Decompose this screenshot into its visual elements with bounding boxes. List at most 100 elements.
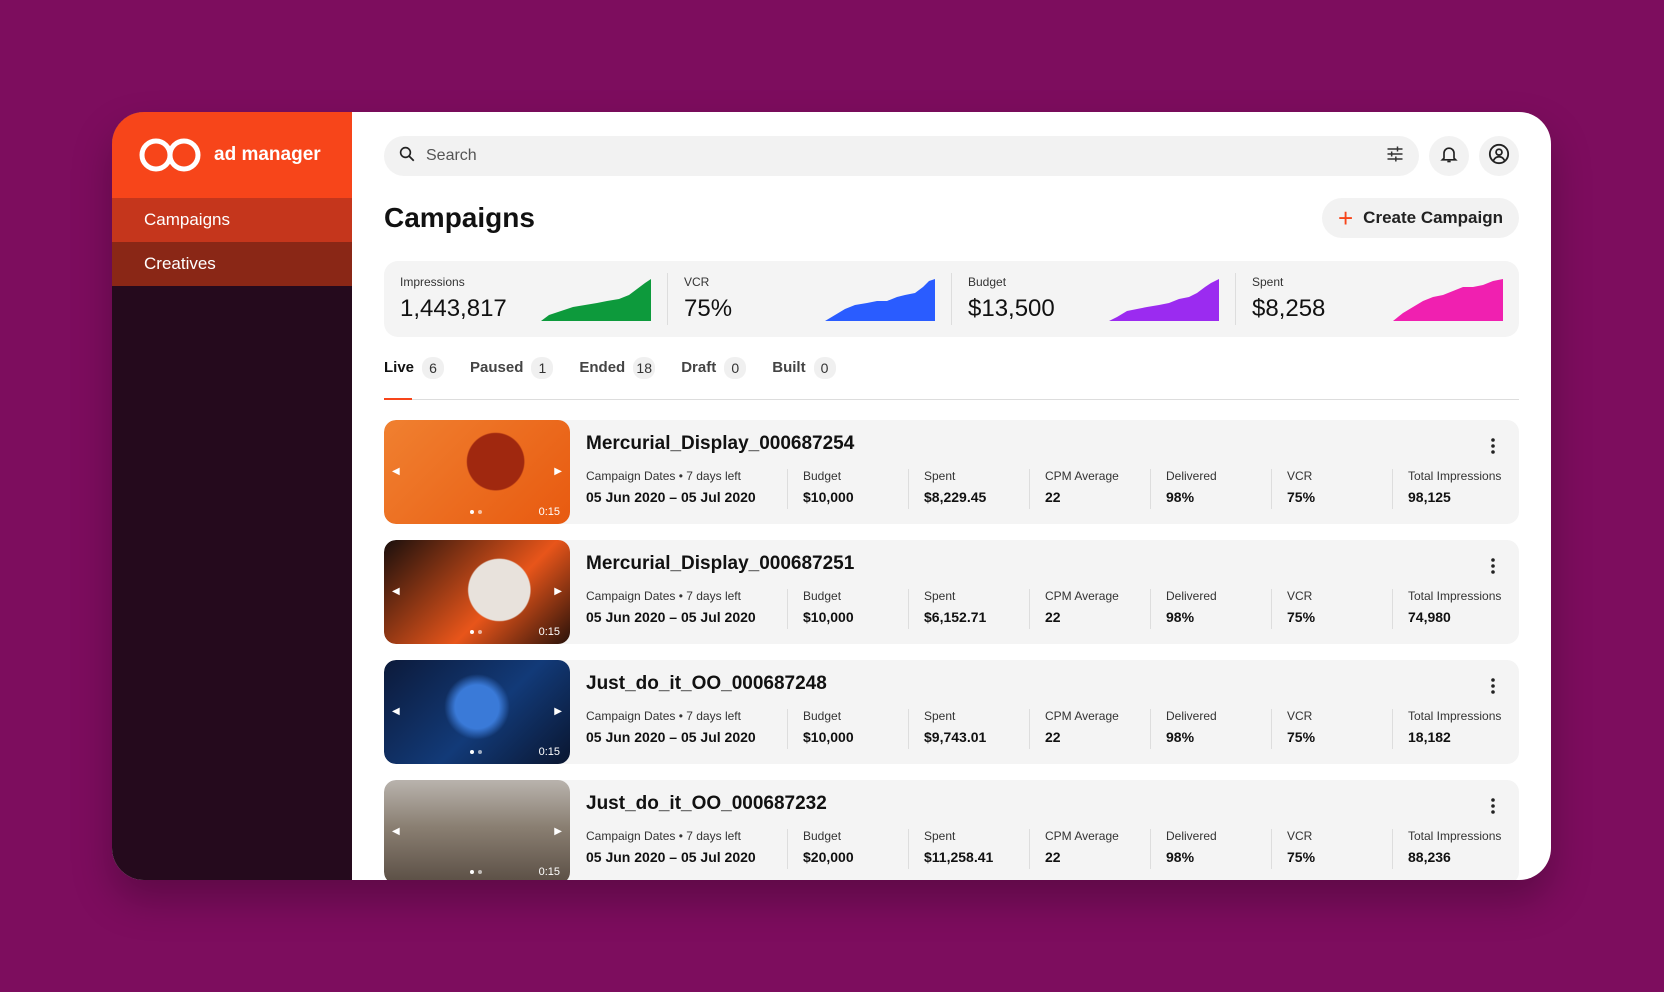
page-title: Campaigns [384, 202, 535, 233]
budget-sparkline-area [1109, 279, 1219, 321]
search-bar [384, 136, 1419, 176]
search-icon [398, 145, 416, 168]
budget-sparkline [1109, 279, 1219, 321]
metric-budget: Budget $10,000 [787, 709, 908, 749]
tab-count: 0 [724, 357, 747, 379]
plus-icon: + [1337, 203, 1354, 233]
campaign-card[interactable]: ◀ ▶ 0:15 Mercurial_Display_000687254 Cam… [384, 420, 1519, 524]
vcr-sparkline-area [825, 279, 935, 321]
metric-value: 05 Jun 2020 – 05 Jul 2020 [586, 849, 756, 865]
metric-delivered: Delivered 98% [1150, 709, 1271, 749]
stat-label: Impressions [400, 275, 465, 289]
metric-label: Campaign Dates • 7 days left [586, 469, 741, 483]
create-campaign-button[interactable]: + Create Campaign [1321, 198, 1519, 238]
metric-total-impressions: Total Impressions 98,125 [1392, 469, 1503, 509]
campaign-card[interactable]: ◀ ▶ 0:15 Mercurial_Display_000687251 Cam… [384, 540, 1519, 644]
next-arrow-icon[interactable]: ▶ [554, 826, 562, 837]
stat-vcr: VCR 75% [667, 273, 951, 325]
metric-value: $20,000 [803, 849, 854, 865]
stat-value: $8,258 [1252, 295, 1326, 322]
metric-value: $8,229.45 [924, 489, 987, 505]
metric-spent: Spent $9,743.01 [908, 709, 1029, 749]
metric-delivered: Delivered 98% [1150, 589, 1271, 629]
next-arrow-icon[interactable]: ▶ [554, 466, 562, 477]
metric-budget: Budget $10,000 [787, 589, 908, 629]
stat-value: $13,500 [968, 295, 1055, 322]
campaign-card[interactable]: ◀ ▶ 0:15 Just_do_it_OO_000687232 Campaig… [384, 780, 1519, 880]
metric-dates: Campaign Dates • 7 days left 05 Jun 2020 … [586, 709, 787, 749]
metric-label: VCR [1287, 709, 1313, 723]
sidebar-item-creatives[interactable]: Creatives [112, 242, 352, 286]
more-options-icon[interactable] [1483, 556, 1503, 576]
tab-draft[interactable]: Draft 0 [681, 357, 747, 399]
metric-value: $9,743.01 [924, 729, 987, 745]
metric-dates: Campaign Dates • 7 days left 05 Jun 2020 … [586, 589, 787, 629]
metric-label: Total Impressions [1408, 589, 1502, 603]
metric-label: CPM Average [1045, 709, 1119, 723]
creative-thumbnail[interactable]: ◀ ▶ 0:15 [384, 780, 570, 880]
tab-ended[interactable]: Ended 18 [579, 357, 656, 399]
next-arrow-icon[interactable]: ▶ [554, 586, 562, 597]
creative-thumbnail[interactable]: ◀ ▶ 0:15 [384, 540, 570, 644]
campaign-title[interactable]: Just_do_it_OO_000687232 [586, 793, 827, 814]
metric-label: Budget [803, 589, 842, 603]
metric-value: 05 Jun 2020 – 05 Jul 2020 [586, 729, 756, 745]
prev-arrow-icon[interactable]: ◀ [392, 586, 400, 597]
metric-value: $6,152.71 [924, 609, 987, 625]
filter-icon[interactable] [1385, 144, 1405, 169]
campaign-title[interactable]: Mercurial_Display_000687251 [586, 553, 855, 574]
notifications-button[interactable] [1429, 136, 1469, 176]
tab-live[interactable]: Live 6 [384, 357, 445, 400]
more-options-icon[interactable] [1483, 436, 1503, 456]
account-button[interactable] [1479, 136, 1519, 176]
video-duration: 0:15 [538, 746, 560, 758]
metric-label: Total Impressions [1408, 469, 1502, 483]
video-duration: 0:15 [538, 626, 560, 638]
campaign-title[interactable]: Mercurial_Display_000687254 [586, 433, 855, 454]
campaign-title[interactable]: Just_do_it_OO_000687248 [586, 673, 827, 694]
metric-delivered: Delivered 98% [1150, 469, 1271, 509]
status-tabs: Live 6 Paused 1 Ended 18 Draft 0 Built 0 [384, 357, 1519, 400]
create-campaign-label: Create Campaign [1363, 208, 1503, 227]
spent-sparkline-area [1393, 279, 1503, 321]
campaign-card[interactable]: ◀ ▶ 0:15 Just_do_it_OO_000687248 Campaig… [384, 660, 1519, 764]
campaign-details: Mercurial_Display_000687251 Campaign Dat… [570, 540, 1519, 644]
tab-count: 18 [633, 357, 656, 379]
brand-logo[interactable]: ad manager [112, 112, 352, 198]
prev-arrow-icon[interactable]: ◀ [392, 706, 400, 717]
stat-label: Spent [1252, 275, 1284, 289]
vcr-sparkline [825, 279, 935, 321]
metric-dates: Campaign Dates • 7 days left 05 Jun 2020 … [586, 469, 787, 509]
metric-label: Spent [924, 589, 956, 603]
metric-value: 98% [1166, 489, 1195, 505]
video-duration: 0:15 [538, 866, 560, 878]
more-options-icon[interactable] [1483, 796, 1503, 816]
metric-total-impressions: Total Impressions 88,236 [1392, 829, 1503, 869]
more-options-icon[interactable] [1483, 676, 1503, 696]
sidebar-item-campaigns[interactable]: Campaigns [112, 198, 352, 242]
tab-label: Built [772, 359, 806, 376]
metric-label: Delivered [1166, 469, 1217, 483]
prev-arrow-icon[interactable]: ◀ [392, 826, 400, 837]
metric-value: 75% [1287, 489, 1316, 505]
campaign-details: Just_do_it_OO_000687248 Campaign Dates •… [570, 660, 1519, 764]
search-input[interactable] [426, 147, 1375, 165]
metric-label: Spent [924, 829, 956, 843]
creative-thumbnail[interactable]: ◀ ▶ 0:15 [384, 420, 570, 524]
carousel-dots [470, 510, 482, 514]
next-arrow-icon[interactable]: ▶ [554, 706, 562, 717]
metric-label: CPM Average [1045, 829, 1119, 843]
campaign-list: ◀ ▶ 0:15 Mercurial_Display_000687254 Cam… [384, 420, 1519, 880]
metric-value: $10,000 [803, 609, 854, 625]
metric-vcr: VCR 75% [1271, 829, 1392, 869]
tab-built[interactable]: Built 0 [772, 357, 836, 399]
carousel-dots [470, 630, 482, 634]
metric-label: Campaign Dates • 7 days left [586, 829, 741, 843]
spent-sparkline [1393, 279, 1503, 321]
prev-arrow-icon[interactable]: ◀ [392, 466, 400, 477]
tab-paused[interactable]: Paused 1 [470, 357, 554, 399]
metric-budget: Budget $10,000 [787, 469, 908, 509]
metric-label: Budget [803, 469, 842, 483]
metric-total-impressions: Total Impressions 18,182 [1392, 709, 1503, 749]
creative-thumbnail[interactable]: ◀ ▶ 0:15 [384, 660, 570, 764]
